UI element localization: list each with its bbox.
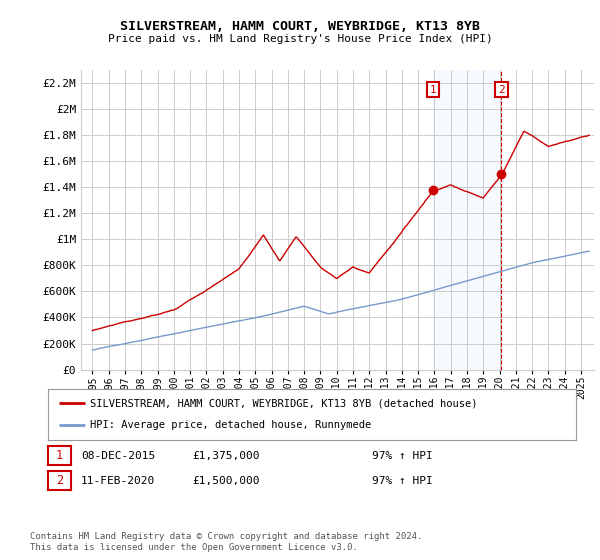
Text: £1,500,000: £1,500,000 bbox=[192, 476, 260, 486]
Text: 11-FEB-2020: 11-FEB-2020 bbox=[81, 476, 155, 486]
Text: 97% ↑ HPI: 97% ↑ HPI bbox=[372, 476, 433, 486]
Text: 1: 1 bbox=[430, 85, 436, 95]
Text: Contains HM Land Registry data © Crown copyright and database right 2024.
This d: Contains HM Land Registry data © Crown c… bbox=[30, 532, 422, 552]
Text: Price paid vs. HM Land Registry's House Price Index (HPI): Price paid vs. HM Land Registry's House … bbox=[107, 34, 493, 44]
Text: SILVERSTREAM, HAMM COURT, WEYBRIDGE, KT13 8YB: SILVERSTREAM, HAMM COURT, WEYBRIDGE, KT1… bbox=[120, 20, 480, 32]
Text: 2: 2 bbox=[56, 474, 63, 487]
Text: 2: 2 bbox=[498, 85, 505, 95]
Text: £1,375,000: £1,375,000 bbox=[192, 451, 260, 461]
Text: 97% ↑ HPI: 97% ↑ HPI bbox=[372, 451, 433, 461]
Bar bbox=[433, 70, 502, 370]
Text: HPI: Average price, detached house, Runnymede: HPI: Average price, detached house, Runn… bbox=[90, 421, 371, 431]
Text: 1: 1 bbox=[56, 449, 63, 462]
Text: SILVERSTREAM, HAMM COURT, WEYBRIDGE, KT13 8YB (detached house): SILVERSTREAM, HAMM COURT, WEYBRIDGE, KT1… bbox=[90, 398, 478, 408]
Text: 08-DEC-2015: 08-DEC-2015 bbox=[81, 451, 155, 461]
